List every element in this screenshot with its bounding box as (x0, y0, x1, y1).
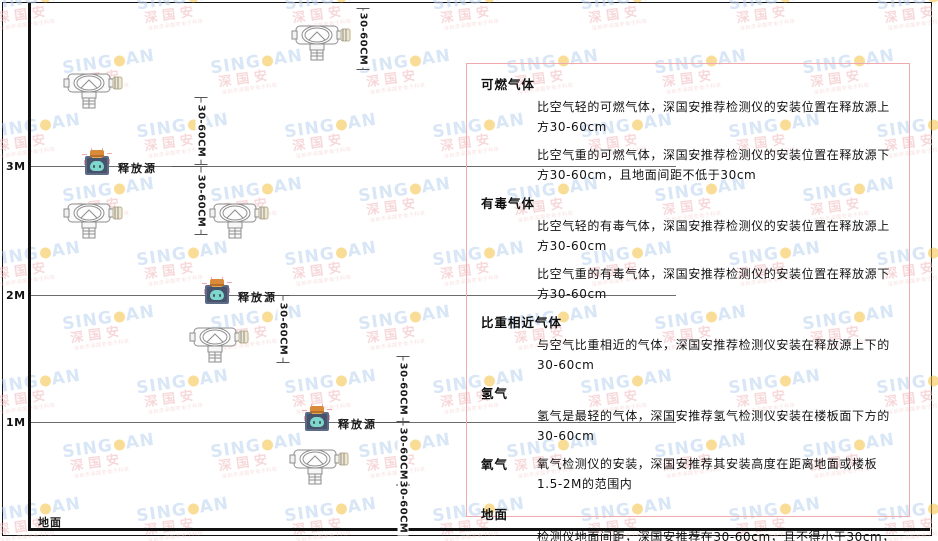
panel-section-title: 有毒气体 (481, 196, 536, 211)
dimension-tick-top (356, 8, 370, 9)
dimension-tick-bottom (194, 234, 208, 235)
dimension-label: 30-60CM (195, 102, 207, 160)
panel-paragraph: 与空气比重相近的气体，深国安推荐检测仪安装在释放源上下的30-60cm (537, 338, 890, 372)
source-face (90, 161, 104, 171)
panel-section-title: 地面 (481, 507, 509, 522)
release-source-icon (302, 404, 332, 434)
dimension-tick-bottom (194, 164, 208, 165)
dimension-col-c-3: 30-60CM (390, 478, 416, 536)
level-line-3m (28, 166, 676, 167)
dimension-col-a-upper: 30-60CM (188, 97, 214, 165)
level-label-1m: 1M (6, 416, 26, 429)
release-source-icon (82, 148, 112, 178)
gas-detector-icon (208, 198, 270, 246)
release-source-label: 释放源 (238, 291, 277, 304)
level-label-3m: 3M (6, 160, 26, 173)
release-source-label: 释放源 (338, 418, 377, 431)
dimension-label: 30-60CM (397, 425, 409, 482)
ground-label: 地面 (38, 516, 62, 529)
panel-paragraph: 比空气轻的有毒气体，深国安推荐检测仪的安装位置在释放源上方30-60cm (537, 219, 890, 253)
panel-section-body: 比空气轻的有毒气体，深国安推荐检测仪的安装位置在释放源上方30-60cm 比空气重… (537, 216, 895, 304)
dimension-tick-bottom (356, 69, 370, 70)
ground-axis (28, 528, 930, 531)
panel-section-title: 氧气 (481, 457, 509, 472)
dimension-tick-bottom (276, 362, 290, 363)
leader-line-3m (172, 166, 202, 167)
dimension-tick-top (396, 356, 410, 357)
panel-paragraph: 检测仪地面间距，深国安推荐在30-60cm，且不得小于30cm，因为过低容易水溅… (537, 530, 895, 541)
panel-section-combustible-gas: 可燃气体 比空气轻的可燃气体，深国安推荐检测仪的安装位置在释放源上方30-60cm… (481, 74, 895, 185)
source-cap (310, 406, 324, 413)
level-label-2m: 2M (6, 289, 26, 302)
source-cap (90, 150, 104, 157)
outer-frame (2, 2, 932, 536)
dimension-col-b-mid: 30-60CM (270, 295, 296, 363)
detector-svg (291, 25, 351, 61)
gas-detector-icon (62, 68, 124, 116)
dimension-col-c-2: 30-60CM (390, 422, 416, 485)
panel-paragraph: 氧气检测仪的安装，深国安推荐其安装高度在距离地面或楼板1.5-2M的范围内 (537, 457, 878, 491)
panel-section-title: 可燃气体 (481, 77, 536, 92)
source-face (210, 290, 224, 300)
panel-section-title: 比重相近气体 (481, 315, 563, 330)
release-source-icon (202, 277, 232, 307)
panel-paragraph: 氢气是最轻的气体，深国安推荐氢气检测仪安装在楼板面下方的30-60cm (537, 409, 890, 443)
panel-section-toxic-gas: 有毒气体 比空气轻的有毒气体，深国安推荐检测仪的安装位置在释放源上方30-60cm… (481, 193, 895, 304)
dimension-tick-top (194, 97, 208, 98)
gas-detector-icon (290, 20, 352, 68)
level-line-2m (28, 295, 676, 296)
leader-line-2m (256, 295, 284, 296)
detector-svg (189, 327, 249, 363)
panel-section-similar-density-gas: 比重相近气体与空气比重相近的气体，深国安推荐检测仪安装在释放源上下的30-60c… (481, 312, 895, 375)
panel-section-oxygen: 氧气 氧气检测仪的安装，深国安推荐其安装高度在距离地面或楼板1.5-2M的范围内 (481, 454, 895, 502)
detector-svg (209, 203, 269, 239)
dimension-top-col-b: 30-60CM (350, 8, 376, 70)
panel-paragraph: 比空气重的可燃气体，深国安推荐检测仪的安装位置在释放源下方30-60cm，且地面… (537, 148, 890, 182)
detector-svg (63, 203, 123, 239)
dimension-label: 30-60CM (357, 10, 369, 68)
panel-section-body: 与空气比重相近的气体，深国安推荐检测仪安装在释放源上下的30-60cm (537, 335, 895, 375)
level-line-1m (28, 422, 676, 423)
panel-section-title: 氢气 (481, 386, 509, 401)
panel-section-body: 氧气检测仪的安装，深国安推荐其安装高度在距离地面或楼板1.5-2M的范围内 (537, 454, 895, 502)
source-face (310, 417, 324, 427)
guidance-panel: 可燃气体 比空气轻的可燃气体，深国安推荐检测仪的安装位置在释放源上方30-60cm… (466, 63, 910, 541)
dimension-tick-bottom (396, 421, 410, 422)
panel-section-ground: 地面检测仪地面间距，深国安推荐在30-60cm，且不得小于30cm，因为过低容易… (481, 504, 895, 541)
panel-section-body: 检测仪地面间距，深国安推荐在30-60cm，且不得小于30cm，因为过低容易水溅… (537, 527, 895, 541)
dimension-col-c-1: 30-60CM (390, 356, 416, 422)
gas-detector-icon (62, 198, 124, 246)
vertical-axis (28, 3, 31, 531)
leader-line-1m (376, 422, 404, 423)
source-cap (210, 279, 224, 286)
dimension-label: 30-60CM (397, 478, 409, 536)
dimension-label: 30-60CM (195, 172, 207, 229)
release-source-label: 释放源 (118, 162, 157, 175)
dimension-label: 30-60CM (277, 300, 289, 358)
detector-svg (289, 449, 349, 485)
panel-section-hydrogen: 氢气氢气是最轻的气体，深国安推荐氢气检测仪安装在楼板面下方的30-60cm (481, 383, 895, 446)
detector-svg (63, 73, 123, 109)
panel-paragraph: 比空气重的有毒气体，深国安推荐检测仪的安装位置在释放源下方30-60cm (537, 267, 890, 301)
dimension-label: 30-60CM (397, 360, 409, 418)
gas-detector-icon (288, 444, 350, 492)
panel-section-body: 比空气轻的可燃气体，深国安推荐检测仪的安装位置在释放源上方30-60cm 比空气重… (537, 97, 895, 185)
gas-detector-icon (188, 322, 250, 370)
panel-section-body: 氢气是最轻的气体，深国安推荐氢气检测仪安装在楼板面下方的30-60cm (537, 406, 895, 446)
panel-paragraph: 比空气轻的可燃气体，深国安推荐检测仪的安装位置在释放源上方30-60cm (537, 100, 890, 134)
